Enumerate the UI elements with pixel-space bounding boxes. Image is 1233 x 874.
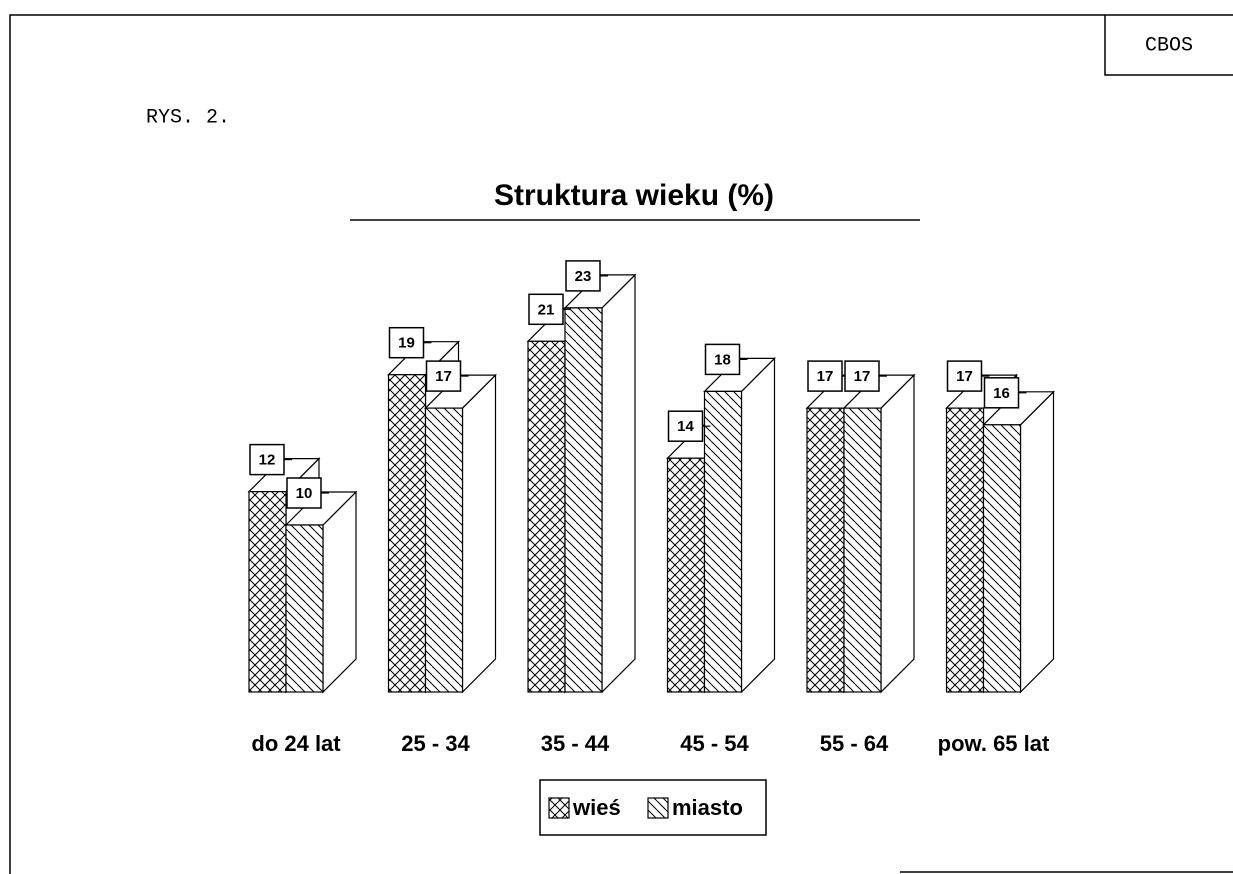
bar-side <box>880 373 915 694</box>
bar-side <box>322 490 357 694</box>
label-box <box>983 377 1020 409</box>
legend-swatch <box>548 797 570 819</box>
data-label: 17 <box>956 368 973 385</box>
figure-label: RYS. 2. <box>146 106 230 129</box>
bar <box>527 340 566 693</box>
data-label: 17 <box>435 368 452 385</box>
bar <box>424 407 464 693</box>
data-label: 17 <box>854 368 871 385</box>
data-label: 19 <box>398 335 415 352</box>
bar <box>285 524 324 693</box>
data-label: 17 <box>817 368 834 385</box>
data-label: 21 <box>538 301 555 318</box>
label-box <box>388 326 425 359</box>
bar <box>387 374 427 693</box>
bar <box>564 307 603 693</box>
label-box <box>667 410 704 442</box>
data-label: 16 <box>993 385 1010 402</box>
data-label: 23 <box>575 268 592 285</box>
label-box <box>425 360 462 392</box>
bar-side <box>601 273 636 694</box>
data-label: 12 <box>259 452 276 469</box>
x-tick-label: 45 - 54 <box>680 731 749 756</box>
chart-title: Struktura wieku (%) <box>494 179 774 212</box>
legend-label: wieś <box>572 795 621 820</box>
data-label: 10 <box>296 485 313 502</box>
bar <box>666 457 706 693</box>
label-box <box>249 443 285 476</box>
bar <box>843 407 882 693</box>
legend-swatch <box>647 797 669 819</box>
bar-side <box>740 356 776 694</box>
data-label: 18 <box>714 351 731 368</box>
x-tick-label: 35 - 44 <box>541 731 610 756</box>
bar <box>703 390 743 693</box>
source: CBOS <box>1145 34 1193 57</box>
label-box <box>565 260 601 292</box>
x-tick-label: pow. 65 lat <box>938 731 1050 756</box>
frame <box>9 14 1233 874</box>
data-label: 14 <box>677 418 694 435</box>
label-box <box>946 360 983 392</box>
legend-label: miasto <box>672 795 743 820</box>
label-box <box>528 293 564 326</box>
bar-side <box>1019 390 1055 694</box>
x-tick-label: 55 - 64 <box>820 731 889 756</box>
label-box <box>807 360 843 392</box>
bar <box>248 491 287 693</box>
label-box <box>844 360 880 392</box>
bar <box>945 407 985 693</box>
bar-side <box>461 373 497 694</box>
x-tick-label: 25 - 34 <box>401 731 470 756</box>
bar <box>982 424 1022 693</box>
label-box <box>286 477 322 509</box>
x-tick-label: do 24 lat <box>251 731 341 756</box>
label-box <box>704 343 741 376</box>
bar <box>806 407 845 693</box>
